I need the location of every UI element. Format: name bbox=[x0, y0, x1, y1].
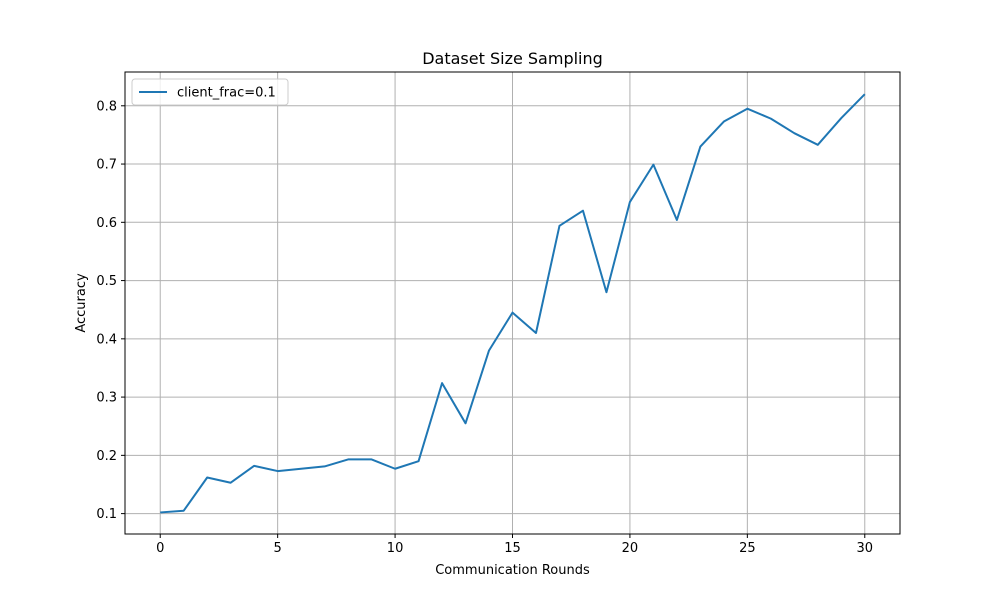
chart-title: Dataset Size Sampling bbox=[422, 49, 603, 68]
x-tick-label: 15 bbox=[504, 541, 521, 556]
y-tick-label: 0.5 bbox=[96, 274, 117, 289]
x-tick-label: 20 bbox=[622, 541, 639, 556]
legend: client_frac=0.1 bbox=[131, 78, 289, 106]
x-axis-ticks: 0 5 10 15 20 25 30 bbox=[156, 534, 873, 556]
x-tick-label: 5 bbox=[274, 541, 282, 556]
x-axis-label: Communication Rounds bbox=[435, 563, 590, 578]
y-tick-label: 0.2 bbox=[96, 449, 117, 464]
y-tick-label: 0.8 bbox=[96, 99, 117, 114]
legend-box bbox=[131, 78, 289, 106]
y-tick-label: 0.4 bbox=[96, 332, 117, 347]
x-tick-label: 25 bbox=[739, 541, 756, 556]
y-tick-label: 0.3 bbox=[96, 391, 117, 406]
legend-label: client_frac=0.1 bbox=[177, 86, 276, 101]
x-tick-label: 10 bbox=[387, 541, 404, 556]
y-axis-ticks: 0.1 0.2 0.3 0.4 0.5 0.6 0.7 0.8 bbox=[96, 99, 125, 522]
series-line bbox=[160, 93, 866, 514]
grid-lines bbox=[125, 72, 900, 534]
y-tick-label: 0.1 bbox=[96, 507, 117, 522]
x-tick-label: 30 bbox=[856, 541, 873, 556]
y-axis-label: Accuracy bbox=[74, 273, 89, 333]
y-tick-label: 0.6 bbox=[96, 216, 117, 231]
x-tick-label: 0 bbox=[156, 541, 164, 556]
series-lines bbox=[160, 93, 866, 514]
y-tick-label: 0.7 bbox=[96, 158, 117, 173]
